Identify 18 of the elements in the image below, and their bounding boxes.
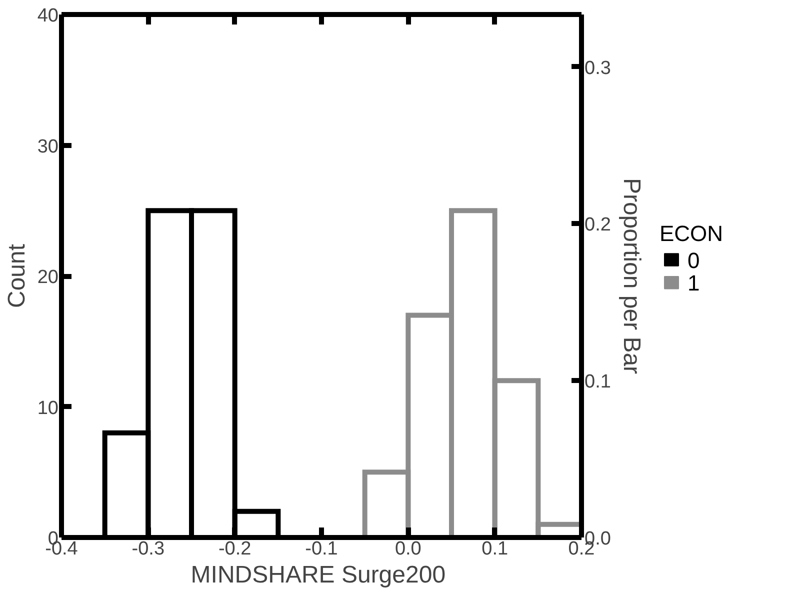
y-tick-label: 20 — [37, 267, 59, 288]
y-tick-label: 10 — [37, 398, 59, 419]
y2-tick-label: 0.1 — [584, 372, 611, 393]
x-axis-title: MINDSHARE Surge200 — [190, 562, 446, 588]
x-tick-label: -0.2 — [218, 538, 252, 560]
y-tick-label: 40 — [37, 6, 59, 26]
legend-title: ECON — [660, 221, 724, 246]
y-axis-title: Count — [3, 244, 30, 308]
legend-label: 0 — [688, 248, 700, 273]
x-tick-label: 0.1 — [482, 538, 508, 560]
y2-axis-title: Proportion per Bar — [618, 178, 645, 374]
y2-tick-label: 0.2 — [584, 214, 611, 236]
y2-tick-label: 0.3 — [584, 58, 611, 79]
x-tick-label: -0.3 — [132, 538, 165, 560]
x-tick-label: 0.0 — [394, 538, 422, 560]
legend-label: 1 — [688, 270, 700, 296]
x-tick-label: -0.1 — [305, 538, 338, 560]
y-tick-label: 30 — [37, 136, 59, 158]
